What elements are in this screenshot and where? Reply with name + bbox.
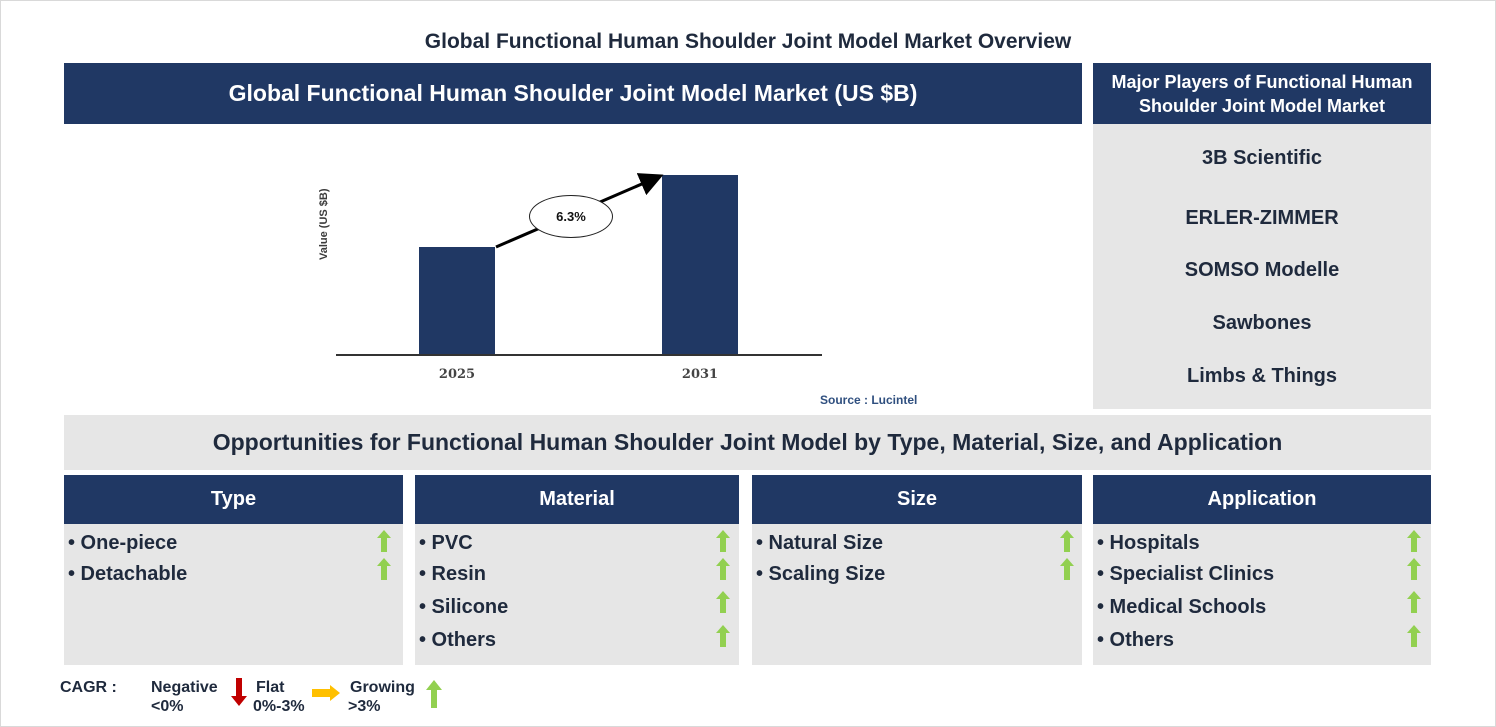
segment-body-type: • One-piece • Detachable	[64, 524, 403, 665]
up-arrow-icon	[377, 530, 391, 552]
legend-negative-range: <0%	[151, 698, 184, 715]
up-arrow-icon	[1060, 530, 1074, 552]
up-arrow-icon	[1407, 591, 1421, 613]
cagr-legend: CAGR : Negative <0% Flat 0%-3% Growing >…	[60, 676, 460, 720]
segment-item: • Detachable	[68, 563, 188, 585]
legend-negative-label: Negative	[151, 679, 218, 696]
segment-item: • Hospitals	[1097, 532, 1200, 554]
segment-header-application: Application	[1093, 475, 1431, 524]
up-arrow-icon	[1407, 558, 1421, 580]
cagr-bubble: 6.3%	[529, 195, 613, 238]
bar-2025	[419, 247, 495, 354]
up-arrow-icon	[716, 625, 730, 647]
player-item: 3B Scientific	[1201, 147, 1323, 169]
bar-2031	[662, 175, 738, 354]
legend-growing-range: >3%	[348, 698, 381, 715]
x-axis-line	[336, 354, 822, 356]
player-item: Limbs & Things	[1187, 365, 1337, 387]
segment-item: • Natural Size	[756, 532, 884, 554]
market-bar-chart: Value (US $B) 6.3% 2025 2031	[300, 160, 920, 410]
up-arrow-icon	[1407, 625, 1421, 647]
segment-item: • Silicone	[419, 596, 509, 618]
segment-header-type: Type	[64, 475, 403, 524]
player-item: SOMSO Modelle	[1184, 259, 1340, 281]
legend-flat-label: Flat	[256, 679, 285, 696]
opportunities-header: Opportunities for Functional Human Shoul…	[64, 415, 1431, 470]
right-arrow-icon	[312, 685, 340, 701]
up-arrow-icon	[716, 530, 730, 552]
segment-header-size: Size	[752, 475, 1082, 524]
up-arrow-icon	[716, 591, 730, 613]
up-arrow-icon	[1407, 530, 1421, 552]
player-item: ERLER-ZIMMER	[1185, 207, 1339, 229]
down-arrow-icon	[231, 678, 247, 706]
legend-growing-label: Growing	[350, 679, 415, 696]
segment-item: • Medical Schools	[1097, 596, 1267, 618]
segment-item: • Others	[1097, 629, 1175, 651]
segment-item: • Scaling Size	[756, 563, 886, 585]
up-arrow-icon	[377, 558, 391, 580]
source-label: Source : Lucintel	[820, 393, 918, 407]
up-arrow-icon	[1060, 558, 1074, 580]
market-chart-header: Global Functional Human Shoulder Joint M…	[64, 63, 1082, 124]
segment-body-material: • PVC • Resin • Silicone • Others	[415, 524, 739, 665]
up-arrow-icon	[716, 558, 730, 580]
players-list: 3B Scientific ERLER-ZIMMER SOMSO Modelle…	[1093, 124, 1431, 409]
page-title: Global Functional Human Shoulder Joint M…	[424, 30, 1072, 53]
segment-body-application: • Hospitals • Specialist Clinics • Medic…	[1093, 524, 1431, 665]
legend-flat-range: 0%-3%	[253, 698, 305, 715]
cagr-arrow-icon	[495, 173, 664, 249]
segment-header-material: Material	[415, 475, 739, 524]
segment-item: • Specialist Clinics	[1097, 563, 1275, 585]
x-tick-2031: 2031	[681, 367, 719, 382]
legend-label: CAGR :	[60, 679, 117, 696]
players-header: Major Players of Functional Human Should…	[1093, 63, 1431, 124]
segment-item: • Others	[419, 629, 497, 651]
player-item: Sawbones	[1212, 312, 1312, 334]
x-tick-2025: 2025	[438, 367, 476, 382]
up-arrow-icon	[426, 680, 442, 708]
segment-item: • Resin	[419, 563, 487, 585]
segment-body-size: • Natural Size • Scaling Size	[752, 524, 1082, 665]
segment-item: • One-piece	[68, 532, 178, 554]
segment-item: • PVC	[419, 532, 473, 554]
